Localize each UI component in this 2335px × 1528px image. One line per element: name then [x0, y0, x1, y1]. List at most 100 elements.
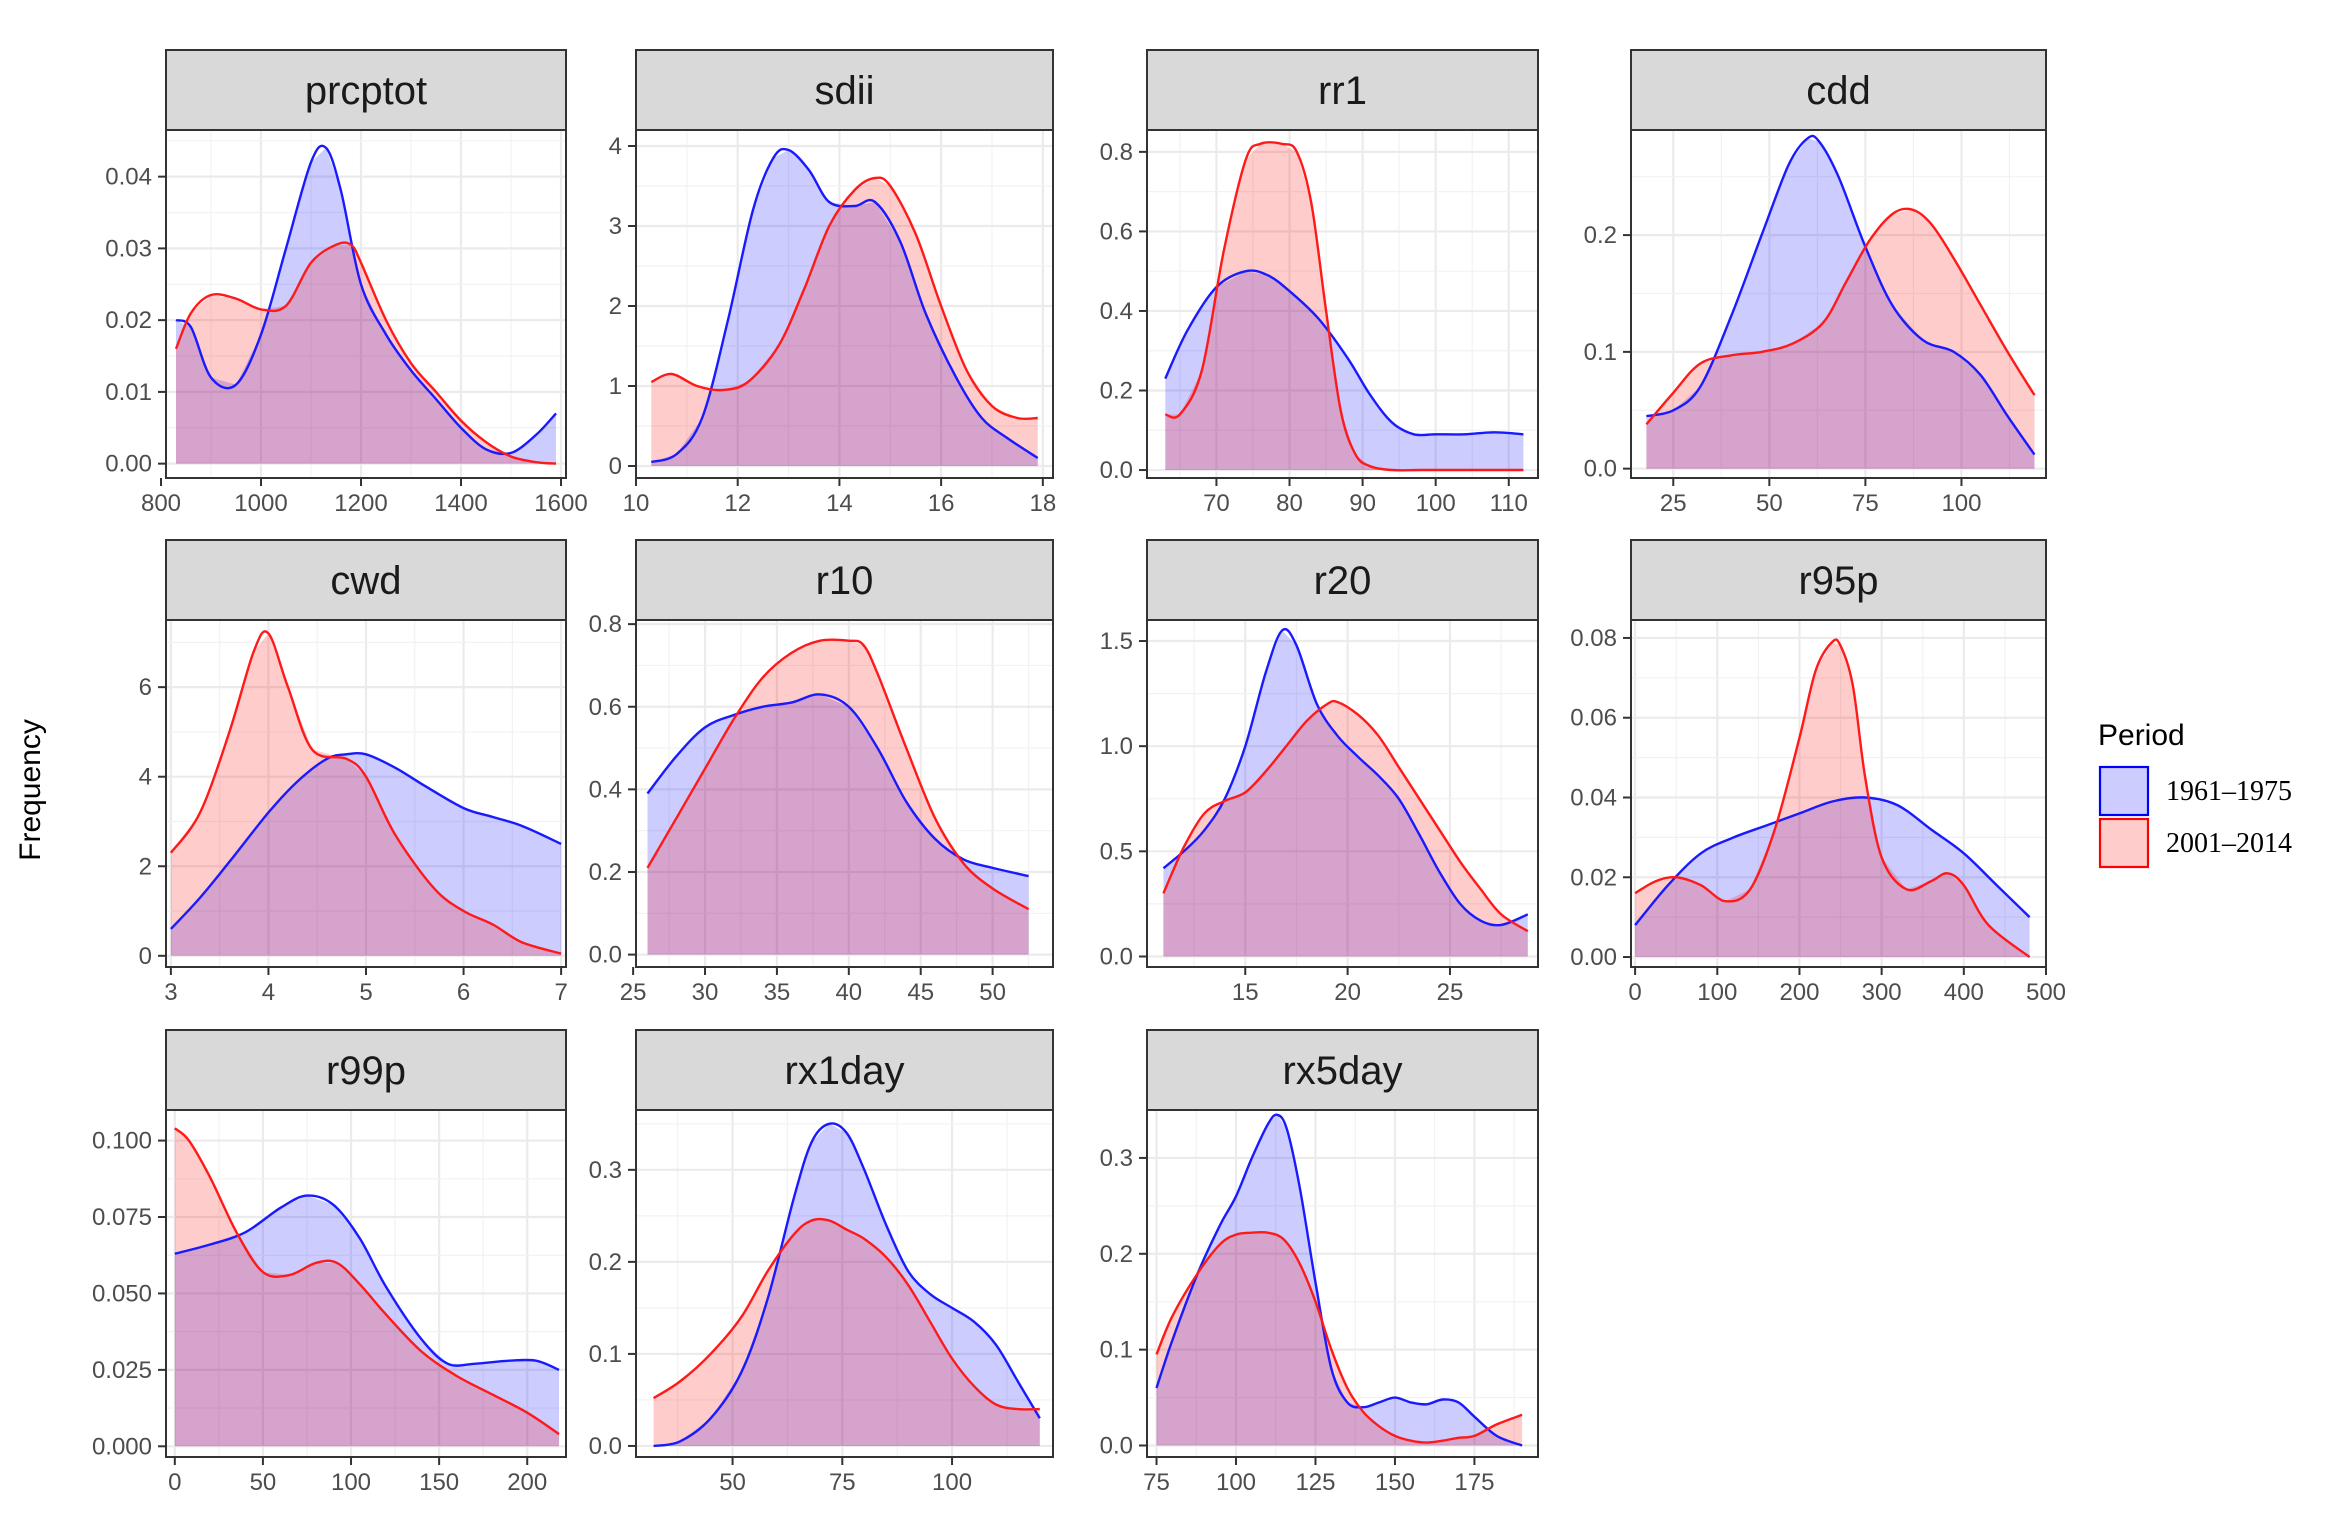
- y-tick-label: 0.025: [92, 1357, 152, 1384]
- x-tick-label: 150: [1375, 1469, 1415, 1496]
- gridlines: [1147, 620, 1538, 967]
- gridlines: [636, 620, 1053, 967]
- y-tick-label: 0.0: [589, 1433, 622, 1460]
- panel-rr1: rr1 70 80 90 100 110 0.0 0.2 0.4 0.6 0.8: [1100, 49, 1539, 517]
- y-tick-label: 1.0: [1100, 733, 1133, 760]
- series-group: [1164, 141, 1524, 472]
- y-tick-label: 0.01: [105, 379, 152, 406]
- y-tick-label: 0.00: [105, 451, 152, 478]
- panel-rx5day: rx5day 75 100 125 150 175 0.0 0.1 0.2 0.3: [1100, 1029, 1539, 1496]
- panel-title: rx1day: [784, 1049, 904, 1093]
- y-tick-label: 0.02: [105, 307, 152, 334]
- panel-strip: [165, 539, 567, 621]
- panel-background: [1147, 620, 1538, 967]
- panel-background: [1147, 1110, 1538, 1457]
- y-tick-label: 4: [609, 133, 622, 160]
- density-line-1961-1975: [646, 693, 1029, 878]
- y-tick-label: 2: [139, 853, 152, 880]
- x-tick-label: 175: [1454, 1469, 1494, 1496]
- density-line-1961-1975: [650, 147, 1039, 464]
- x-tick-label: 100: [1216, 1469, 1256, 1496]
- y-tick-label: 0.4: [589, 776, 622, 803]
- legend-key-bg: [2098, 817, 2150, 869]
- y-tick-label: 0.8: [589, 611, 622, 638]
- x-tick-label: 4: [262, 979, 275, 1006]
- panel-border: [1146, 619, 1539, 968]
- x-tick-label: 50: [1756, 490, 1783, 517]
- density-line-2001-2014: [1645, 207, 2036, 426]
- x-tick-label: 100: [1416, 490, 1456, 517]
- y-tick-label: 0.04: [1570, 784, 1617, 811]
- panel-strip: [635, 539, 1054, 621]
- panel-background: [1631, 130, 2046, 478]
- series-group: [646, 638, 1030, 955]
- density-area-2001-2014: [1635, 641, 2030, 957]
- y-tick-label: 0.2: [1100, 1241, 1133, 1268]
- panel-strip: [635, 1029, 1054, 1111]
- panel-border: [635, 619, 1054, 968]
- x-tick-label: 100: [1941, 490, 1981, 517]
- x-tick-label: 110: [1490, 490, 1528, 517]
- panel-r10: r10 25 30 35 40 45 50 0.0 0.2 0.4 0.6 0.8: [589, 539, 1054, 1006]
- density-area-1961-1975: [176, 147, 556, 464]
- panel-border: [1146, 1109, 1539, 1458]
- y-tick-label: 0.4: [1100, 298, 1133, 325]
- y-tick-label: 3: [609, 213, 622, 240]
- density-line-2001-2014: [174, 1127, 560, 1436]
- x-tick-label: 7: [554, 979, 567, 1006]
- y-tick-label: 0.02: [1570, 864, 1617, 891]
- x-tick-label: 100: [1697, 979, 1737, 1006]
- x-tick-label: 25: [1437, 979, 1464, 1006]
- x-tick-label: 400: [1944, 979, 1984, 1006]
- y-tick-label: 0.0: [589, 942, 622, 969]
- x-tick-label: 1000: [234, 490, 287, 517]
- density-line-1961-1975: [1646, 134, 2036, 456]
- x-tick-label: 200: [1779, 979, 1819, 1006]
- density-area-1961-1975: [1646, 138, 2035, 469]
- y-axis-label: Frequency: [14, 719, 47, 861]
- panel-title: sdii: [814, 69, 874, 113]
- x-tick-label: 0: [168, 1469, 181, 1496]
- density-area-1961-1975: [1156, 1114, 1523, 1446]
- y-tick-label: 2: [609, 293, 622, 320]
- legend-label: 2001–2014: [2166, 828, 2292, 859]
- density-line-2001-2014: [169, 630, 562, 955]
- panel-strip: [165, 49, 567, 131]
- series-group: [652, 1122, 1041, 1448]
- density-area-2001-2014: [1646, 209, 2035, 469]
- y-tick-label: 0.000: [92, 1433, 152, 1460]
- y-tick-label: 0.3: [589, 1157, 622, 1184]
- gridlines: [166, 130, 566, 478]
- y-tick-label: 0.2: [1100, 378, 1133, 405]
- density-line-2001-2014: [1162, 699, 1529, 933]
- panel-prcptot: prcptot 800 1000 1200 1400 1600 0.00 0.01 0.02 0.…: [105, 49, 588, 517]
- panel-title: rx5day: [1282, 1049, 1402, 1093]
- x-tick-label: 12: [724, 490, 751, 517]
- panel-background: [166, 130, 566, 478]
- gridlines: [636, 130, 1053, 478]
- x-tick-label: 75: [829, 1469, 856, 1496]
- series-group: [1634, 638, 2031, 958]
- legend-title: Period: [2098, 719, 2185, 752]
- panel-border: [1146, 129, 1539, 479]
- x-tick-label: 50: [719, 1469, 746, 1496]
- x-tick-label: 30: [692, 979, 719, 1006]
- x-tick-label: 0: [1628, 979, 1641, 1006]
- x-tick-label: 3: [164, 979, 177, 1006]
- y-tick-label: 0.06: [1570, 705, 1617, 732]
- y-tick-label: 0.00: [1570, 944, 1617, 971]
- x-tick-label: 75: [1143, 1469, 1170, 1496]
- panel-title: r20: [1314, 559, 1372, 603]
- density-area-1961-1975: [647, 694, 1029, 955]
- panel-title: cwd: [330, 559, 401, 603]
- gridlines: [166, 620, 566, 967]
- legend-key-bg: [2098, 765, 2150, 817]
- density-area-2001-2014: [170, 633, 562, 956]
- density-area-1961-1975: [651, 150, 1038, 466]
- legend-label: 1961–1975: [2166, 776, 2292, 807]
- panel-rx1day: rx1day 50 75 100 0.0 0.1 0.2 0.3: [589, 1029, 1054, 1496]
- panel-border: [1630, 619, 2047, 968]
- x-tick-label: 100: [331, 1469, 371, 1496]
- panel-border: [635, 1109, 1054, 1458]
- density-area-2001-2014: [647, 640, 1029, 955]
